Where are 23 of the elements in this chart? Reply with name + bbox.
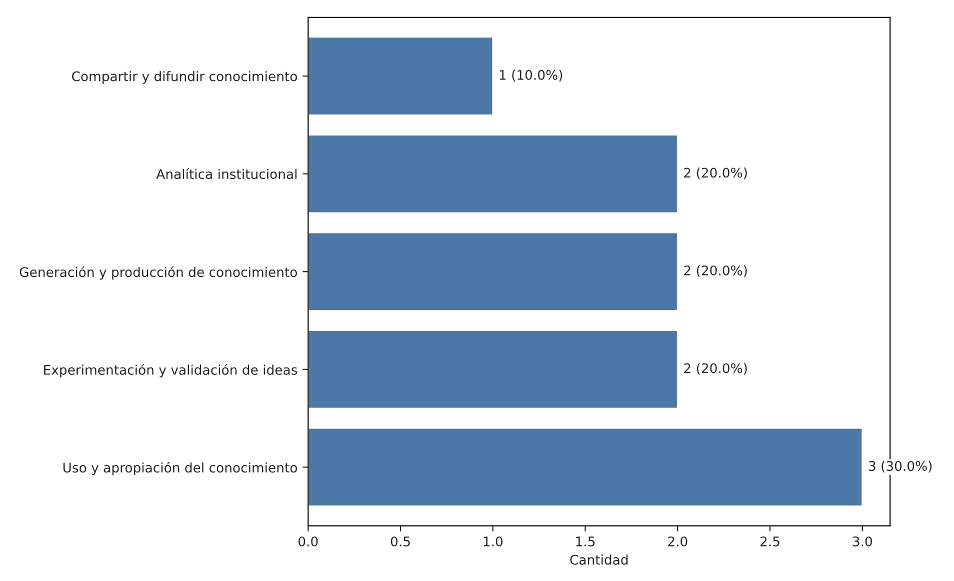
x-tick-label: 2.5 <box>760 536 780 546</box>
x-axis-title: Cantidad <box>570 554 628 565</box>
bar <box>308 232 678 312</box>
data-label: 2 (20.0%) <box>684 363 747 375</box>
bar <box>308 427 864 507</box>
data-label: 3 (30.0%) <box>868 460 932 473</box>
bar <box>308 36 494 116</box>
bar <box>308 330 678 410</box>
data-label: 2 (20.0%) <box>684 265 747 277</box>
x-tick-label: 1.5 <box>576 536 595 546</box>
y-tick-label: Compartir y difundir conocimiento <box>72 71 298 84</box>
y-tick-label: Analítica institucional <box>156 168 296 180</box>
x-tick-label: 1.0 <box>484 536 502 546</box>
y-tick-label: Generación y producción de conocimiento <box>20 266 297 280</box>
data-label: 1 (10.0%) <box>500 70 562 82</box>
data-label: 2 (20.0%) <box>684 167 747 180</box>
y-tick-label: Uso y apropiación del conocimiento <box>63 462 297 476</box>
x-tick-label: 2.0 <box>668 536 688 546</box>
bar <box>308 134 678 214</box>
x-tick-label: 3.0 <box>852 536 872 546</box>
x-tick-label: 0.5 <box>390 536 410 546</box>
x-tick-label: 0.0 <box>298 536 318 546</box>
y-tick-label: Experimentación y validación de ideas <box>44 364 298 378</box>
